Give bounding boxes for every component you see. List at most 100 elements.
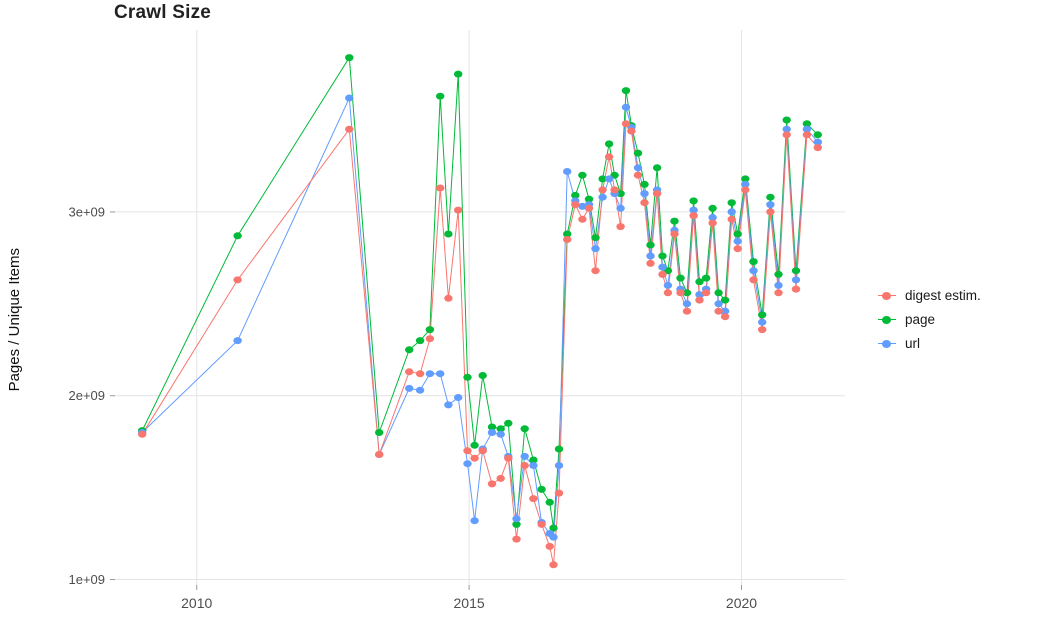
data-point-digest-estim bbox=[640, 199, 649, 207]
legend-item-url: url bbox=[878, 336, 981, 351]
data-point-url bbox=[554, 462, 564, 469]
data-point-digest-estim bbox=[720, 313, 730, 321]
data-point-url bbox=[689, 206, 698, 214]
legend-label: url bbox=[905, 336, 921, 351]
data-point-digest-estim bbox=[695, 296, 704, 304]
data-point-page bbox=[720, 296, 730, 304]
data-point-digest-estim bbox=[375, 451, 384, 458]
data-point-url bbox=[415, 386, 425, 394]
data-point-page bbox=[658, 252, 667, 260]
data-point-url bbox=[720, 307, 730, 315]
legend-item-page: page bbox=[878, 312, 981, 327]
data-point-url bbox=[802, 125, 812, 133]
data-point-page bbox=[545, 498, 554, 506]
data-point-digest-estim bbox=[604, 153, 614, 161]
data-point-url bbox=[578, 202, 587, 210]
data-point-url bbox=[529, 462, 538, 469]
legend-key-icon bbox=[878, 314, 896, 326]
data-point-page bbox=[512, 520, 521, 528]
data-point-url bbox=[633, 164, 643, 172]
data-point-digest-estim bbox=[444, 294, 453, 302]
data-point-page bbox=[571, 191, 580, 199]
y-tick-label: 1e+09 bbox=[68, 572, 105, 587]
data-point-digest-estim bbox=[415, 370, 425, 378]
data-point-digest-estim bbox=[405, 368, 414, 376]
data-point-page bbox=[682, 289, 692, 297]
data-point-digest-estim bbox=[563, 236, 572, 243]
data-point-url bbox=[774, 281, 783, 289]
data-point-page bbox=[774, 270, 783, 278]
data-point-page bbox=[766, 193, 775, 201]
series-line-url bbox=[141, 96, 819, 539]
data-point-url bbox=[749, 267, 758, 275]
data-point-digest-estim bbox=[537, 520, 546, 528]
data-point-digest-estim bbox=[425, 335, 435, 343]
x-tick-label: 2010 bbox=[181, 595, 212, 611]
data-point-url bbox=[695, 291, 704, 299]
data-point-page bbox=[604, 140, 614, 148]
data-point-url bbox=[598, 193, 607, 201]
data-point-digest-estim bbox=[571, 201, 580, 209]
data-point-url bbox=[758, 318, 767, 326]
chart-title: Crawl Size bbox=[114, 2, 212, 23]
data-point-digest-estim bbox=[758, 326, 767, 334]
data-point-digest-estim bbox=[741, 186, 750, 194]
x-tick-label: 2020 bbox=[726, 595, 757, 611]
data-point-digest-estim bbox=[621, 120, 631, 128]
data-point-url bbox=[616, 204, 625, 212]
data-point-page bbox=[405, 346, 414, 354]
data-point-digest-estim bbox=[733, 245, 742, 253]
data-point-url bbox=[727, 208, 736, 216]
data-point-url bbox=[512, 515, 521, 523]
data-point-page bbox=[714, 289, 723, 297]
data-point-url bbox=[233, 337, 242, 345]
data-point-page bbox=[598, 175, 607, 183]
data-point-page bbox=[478, 372, 487, 379]
data-point-page bbox=[345, 54, 354, 62]
y-tick-label: 2e+09 bbox=[68, 388, 105, 403]
legend-key-icon bbox=[878, 290, 896, 302]
data-point-digest-estim bbox=[598, 186, 607, 194]
legend-dot-swatch bbox=[882, 315, 891, 324]
data-point-url bbox=[345, 94, 354, 102]
data-point-digest-estim bbox=[646, 259, 655, 267]
data-point-page bbox=[727, 199, 736, 207]
data-point-page bbox=[802, 120, 812, 128]
data-point-digest-estim bbox=[663, 289, 673, 297]
data-point-url bbox=[782, 125, 791, 133]
data-point-page bbox=[425, 326, 435, 334]
data-point-page bbox=[537, 485, 546, 493]
data-point-page bbox=[733, 230, 742, 238]
data-point-url bbox=[487, 429, 497, 436]
legend-label: digest estim. bbox=[905, 288, 981, 303]
data-point-url bbox=[463, 460, 472, 468]
legend-item-digest-estim: digest estim. bbox=[878, 288, 981, 303]
data-point-digest-estim bbox=[627, 127, 636, 135]
data-point-page bbox=[554, 445, 564, 453]
data-point-page bbox=[444, 230, 453, 238]
data-point-url bbox=[741, 180, 750, 188]
legend-dot-swatch bbox=[882, 339, 891, 348]
data-point-page bbox=[708, 204, 717, 212]
x-tick-label: 2015 bbox=[454, 595, 485, 611]
data-point-url bbox=[714, 300, 723, 308]
data-point-url bbox=[436, 370, 445, 378]
data-point-url bbox=[444, 401, 453, 409]
data-point-url bbox=[813, 138, 822, 146]
data-point-url bbox=[549, 533, 558, 541]
data-point-page bbox=[676, 274, 685, 282]
data-point-page bbox=[689, 197, 698, 205]
data-point-url bbox=[604, 175, 614, 183]
data-point-url bbox=[766, 201, 775, 209]
data-point-page bbox=[578, 171, 587, 179]
data-point-digest-estim bbox=[633, 171, 643, 179]
data-point-digest-estim bbox=[610, 186, 619, 194]
data-point-page bbox=[463, 373, 472, 381]
data-point-url bbox=[470, 517, 479, 525]
data-point-url bbox=[621, 103, 631, 111]
data-point-page bbox=[695, 278, 704, 286]
data-point-digest-estim bbox=[454, 206, 463, 214]
data-point-digest-estim bbox=[520, 462, 529, 469]
data-point-page bbox=[529, 456, 538, 464]
data-point-digest-estim bbox=[470, 454, 479, 462]
